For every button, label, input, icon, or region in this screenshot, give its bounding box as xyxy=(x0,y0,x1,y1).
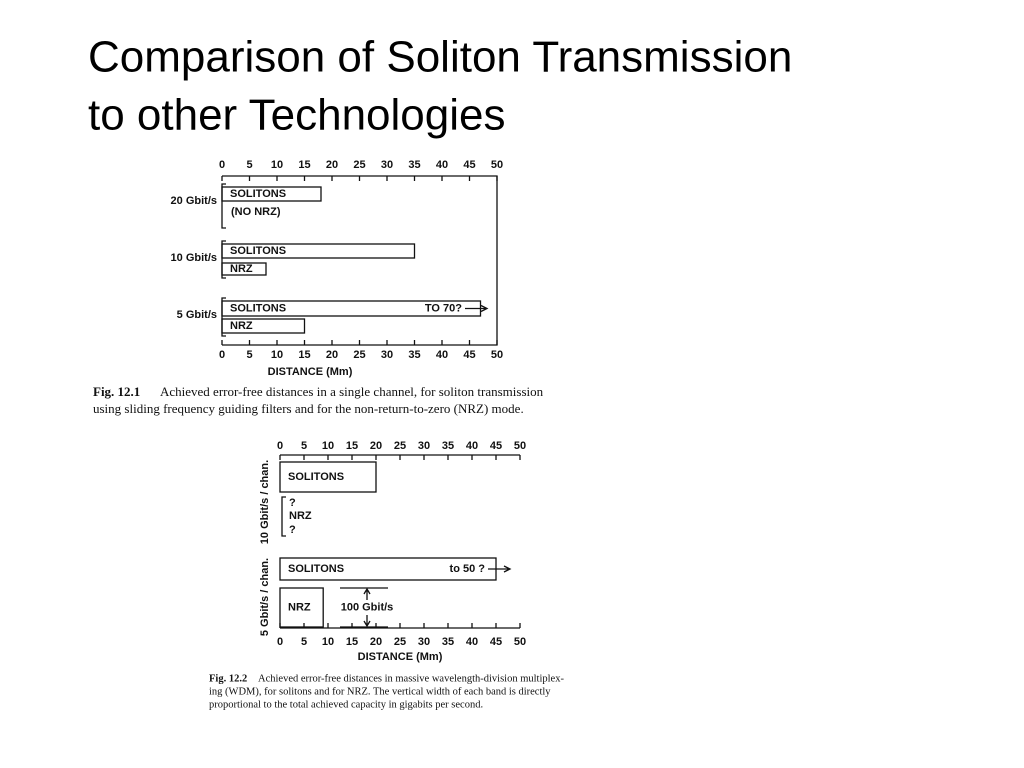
x-tick-label: 35 xyxy=(408,159,420,171)
x-tick-label: 40 xyxy=(466,636,478,648)
x-tick-label: 35 xyxy=(442,636,454,648)
group-label: 5 Gbit/s / chan. xyxy=(259,558,271,636)
x-tick-label: 30 xyxy=(381,159,393,171)
bracket xyxy=(221,297,226,337)
x-tick-label: 10 xyxy=(322,440,334,452)
caption-number: Fig. 12.2 xyxy=(209,673,247,684)
group-label: 10 Gbit/s / chan. xyxy=(259,460,271,544)
x-tick-label: 0 xyxy=(277,440,283,452)
bar-label: SOLITONS xyxy=(288,471,344,483)
bar-label: SOLITONS xyxy=(230,188,286,200)
x-tick-label: 10 xyxy=(271,159,283,171)
x-axis-label: DISTANCE (Mm) xyxy=(268,366,353,378)
note: ? xyxy=(289,497,296,509)
x-tick-label: 15 xyxy=(298,159,310,171)
x-tick-label: 40 xyxy=(466,440,478,452)
x-tick-label: 45 xyxy=(463,349,475,361)
x-tick-label: 50 xyxy=(491,349,503,361)
bar xyxy=(221,186,322,202)
x-tick-label: 10 xyxy=(322,636,334,648)
title-line: Comparison of Soliton Transmission xyxy=(88,33,792,82)
group-label: 20 Gbit/s xyxy=(171,195,217,207)
caption-line: proportional to the total achieved capac… xyxy=(209,699,483,710)
caption-line: using sliding frequency guiding filters … xyxy=(93,401,524,416)
x-tick-label: 15 xyxy=(346,440,358,452)
bar xyxy=(279,587,324,628)
x-tick-label: 15 xyxy=(346,636,358,648)
bar-label: NRZ xyxy=(230,263,253,275)
x-tick-label: 50 xyxy=(514,440,526,452)
x-tick-label: 45 xyxy=(463,159,475,171)
x-tick-label: 10 xyxy=(271,349,283,361)
group-label: 5 Gbit/s xyxy=(177,309,217,321)
arrow xyxy=(363,587,371,628)
x-tick-label: 35 xyxy=(408,349,420,361)
note: ? xyxy=(289,524,296,536)
bracket xyxy=(281,496,286,537)
bar-label: NRZ xyxy=(288,601,311,613)
caption-line: Achieved error-free distances in a singl… xyxy=(160,384,544,399)
annotation: to 50 ? xyxy=(450,563,486,575)
x-tick-label: 15 xyxy=(298,349,310,361)
bar xyxy=(279,461,377,493)
x-tick-label: 25 xyxy=(394,440,406,452)
x-tick-label: 5 xyxy=(301,440,307,452)
x-tick-label: 35 xyxy=(442,440,454,452)
x-tick-label: 20 xyxy=(370,636,382,648)
x-tick-label: 25 xyxy=(353,349,365,361)
x-tick-label: 30 xyxy=(418,636,430,648)
x-tick-label: 50 xyxy=(514,636,526,648)
annotation: 100 Gbit/s xyxy=(341,601,394,613)
axis-frame xyxy=(222,175,498,346)
x-tick-label: 0 xyxy=(219,349,225,361)
x-tick-label: 25 xyxy=(394,636,406,648)
x-axis-label: DISTANCE (Mm) xyxy=(358,651,443,663)
group-label: 10 Gbit/s xyxy=(171,252,217,264)
note: NRZ xyxy=(289,510,312,522)
x-tick-label: 5 xyxy=(301,636,307,648)
caption-line: ing (WDM), for solitons and for NRZ. The… xyxy=(209,686,551,697)
x-tick-label: 20 xyxy=(326,159,338,171)
bracket xyxy=(221,183,226,229)
caption-line: Achieved error-free distances in massive… xyxy=(258,673,564,684)
bar-label: SOLITONS xyxy=(288,563,344,575)
x-tick-label: 5 xyxy=(246,349,252,361)
bar-label: NRZ xyxy=(230,320,253,332)
bar-label: SOLITONS xyxy=(230,245,286,257)
x-tick-label: 50 xyxy=(491,159,503,171)
bar-label: SOLITONS xyxy=(230,302,286,314)
arrow xyxy=(488,565,512,573)
x-tick-label: 20 xyxy=(326,349,338,361)
x-tick-label: 45 xyxy=(490,636,502,648)
bar xyxy=(221,318,306,334)
note: (NO NRZ) xyxy=(231,206,281,218)
x-tick-label: 20 xyxy=(370,440,382,452)
x-tick-label: 30 xyxy=(381,349,393,361)
bar xyxy=(221,262,267,276)
x-tick-label: 40 xyxy=(436,159,448,171)
caption-number: Fig. 12.1 xyxy=(93,384,140,399)
title-line: to other Technologies xyxy=(88,91,505,140)
x-tick-label: 0 xyxy=(277,636,283,648)
x-tick-label: 30 xyxy=(418,440,430,452)
arrow xyxy=(465,304,489,313)
x-tick-label: 0 xyxy=(219,159,225,171)
x-tick-label: 40 xyxy=(436,349,448,361)
bar xyxy=(221,243,416,259)
annotation: TO 70? xyxy=(425,302,462,314)
x-tick-label: 25 xyxy=(353,159,365,171)
bracket xyxy=(221,240,226,279)
x-tick-label: 5 xyxy=(246,159,252,171)
x-tick-label: 45 xyxy=(490,440,502,452)
